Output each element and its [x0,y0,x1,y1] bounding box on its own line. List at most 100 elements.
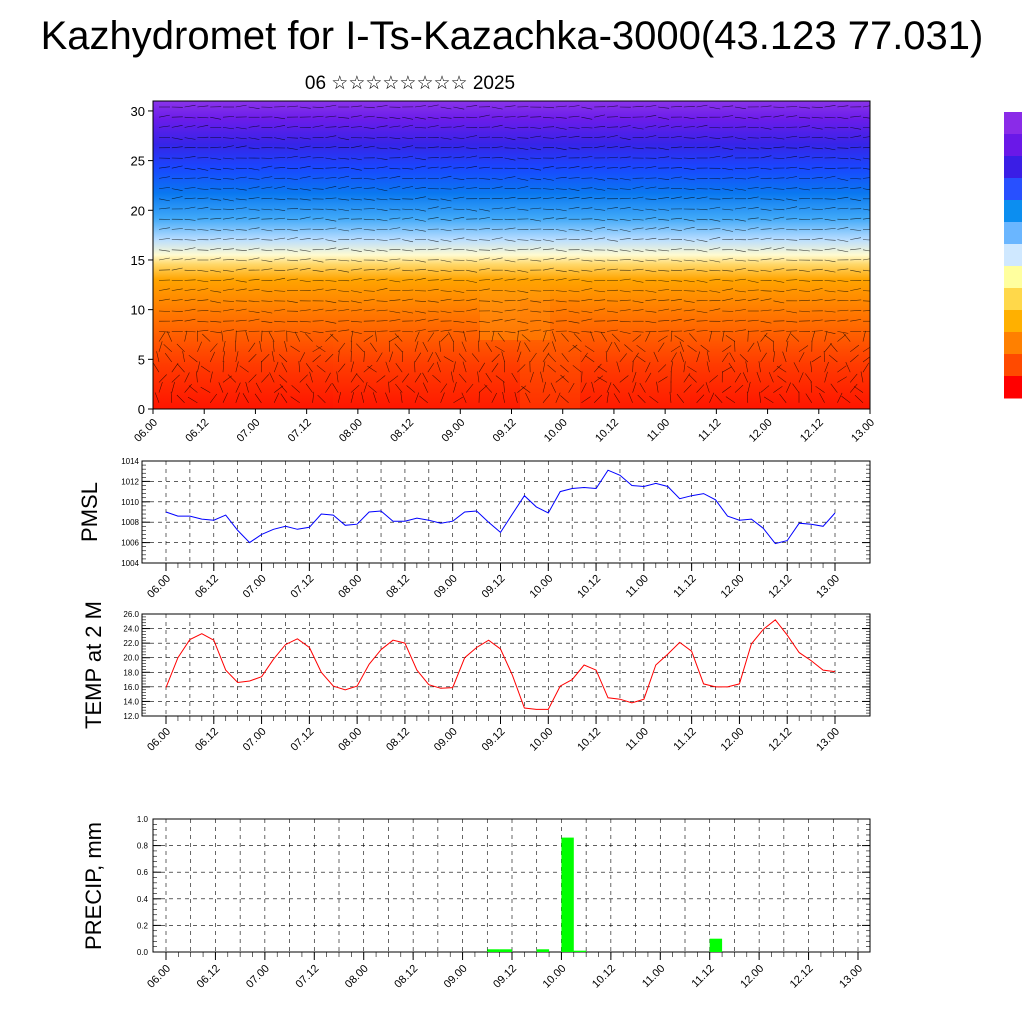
wind-barb [261,259,273,263]
wind-barb [606,116,619,118]
wind-barb [606,259,619,262]
wind-barb [722,115,734,118]
wind-barb [184,116,196,119]
wind-barb [367,365,377,373]
pmsl-axis-label: PMSL [77,482,102,542]
wind-barb [696,269,708,272]
colorbar-swatch [1004,178,1022,201]
wind-barb [261,165,273,169]
wind-barb [798,310,811,313]
wind-barb [747,176,759,179]
wind-barb [325,309,337,312]
wind-barb [389,116,401,120]
x-tick-label: 12.12 [766,573,794,601]
x-tick-label: 10.12 [575,573,603,601]
wind-barb [628,392,633,403]
wind-barb [729,352,736,363]
wind-barb [658,376,668,383]
wind-barb [862,147,870,149]
wind-barb [555,155,567,159]
wind-barb [462,361,467,373]
wind-barb [184,104,196,108]
temp-grid [142,613,870,717]
wind-barb [594,188,606,191]
wind-barb [722,229,734,232]
wind-barb [555,392,561,403]
wind-barb [734,384,744,393]
wind-barb [530,178,542,181]
wind-barb [261,176,273,179]
x-tick-label: 07.12 [293,963,321,991]
wind-barb [709,188,721,191]
wind-barb [363,127,375,129]
wind-barb [632,227,644,230]
wind-barb [606,341,613,352]
wind-barb [255,382,262,393]
wind-barb [356,343,365,352]
heatmap-x-tick-label: 07.00 [235,417,263,445]
wind-barb [594,290,606,293]
wind-barb [286,320,299,323]
wind-barb [248,288,260,291]
heatmap-x-tick-label: 06.12 [183,417,211,445]
wind-barb [188,385,198,393]
wind-barb [316,365,326,373]
wind-barb [696,239,708,242]
wind-barb [555,229,567,232]
wind-barb [850,269,862,273]
wind-barb [235,229,247,231]
wind-barb [687,366,697,373]
wind-barb [568,196,580,200]
wind-barb [709,300,721,302]
wind-barb [683,126,695,128]
wind-barb [248,342,256,352]
wind-barb [402,155,414,159]
wind-barb [414,229,426,232]
wind-barb [274,277,286,281]
wind-barb [427,146,439,149]
wind-barb [299,374,308,383]
wind-barb [658,289,670,291]
wind-barb [453,208,465,210]
wind-barb [158,187,170,189]
wind-barb [325,372,331,383]
wind-barb [636,344,646,353]
wind-barb [184,125,196,128]
x-tick-label: 09.00 [432,573,460,601]
wind-barb [670,345,681,353]
wind-barb [336,371,339,383]
wind-barb [299,137,311,140]
wind-barb [286,249,298,253]
wind-barb [747,217,759,220]
x-tick-label: 07.00 [241,573,269,601]
wind-barb [581,298,593,302]
wind-barb [786,198,798,202]
wind-barb [458,373,467,383]
wind-barb [158,166,170,169]
wind-barb [683,157,695,159]
wind-barb [760,385,770,393]
wind-barb [632,238,644,240]
wind-barb [401,373,410,383]
wind-barb [422,372,429,383]
wind-barb [542,257,554,261]
temp-panel: 12.014.016.018.020.022.024.026.006.00 06.… [81,601,871,754]
wind-barb [606,167,619,169]
wind-barb [739,354,748,363]
y-tick-label: 0.2 [137,921,149,930]
wind-barb [555,176,567,179]
wind-barb [222,269,234,272]
wind-barb [734,116,746,119]
wind-barb [798,280,811,282]
wind-barb [734,290,746,293]
wind-barb [210,217,222,220]
wind-barb [286,208,299,210]
wind-barb [573,333,582,342]
wind-barb [517,364,526,373]
wind-barb [164,353,173,363]
wind-barb [555,116,567,119]
wind-barb [440,259,452,263]
wind-barb [299,331,311,334]
wind-barb [478,136,491,138]
wind-barb [517,197,529,200]
